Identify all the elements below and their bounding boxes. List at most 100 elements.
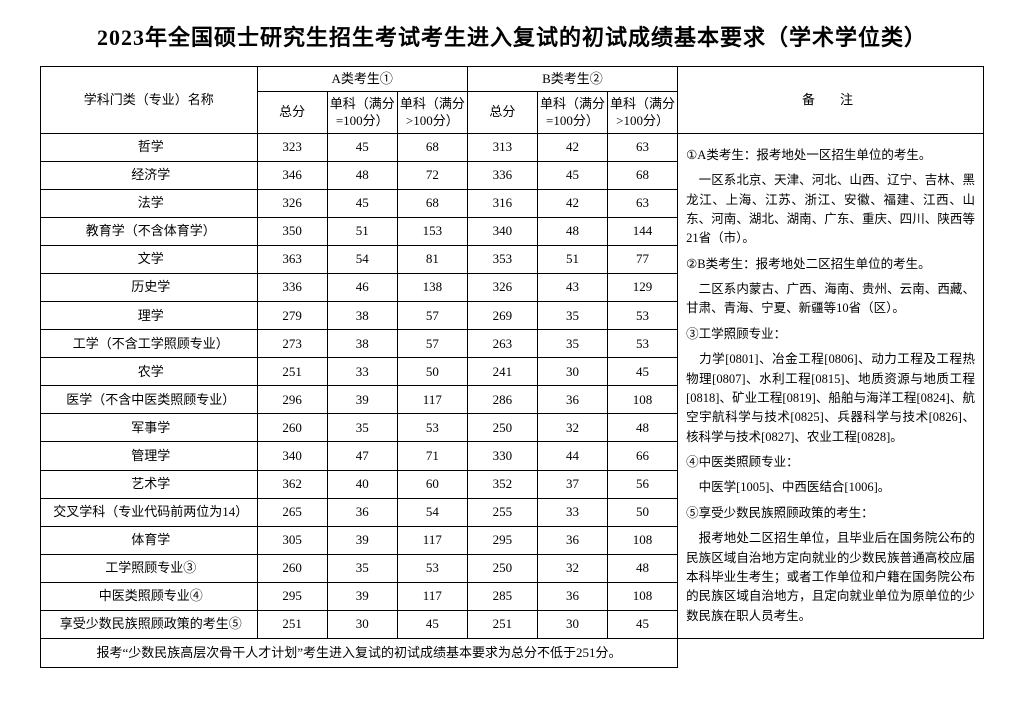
score-cell: 36 [537, 386, 607, 414]
score-cell: 36 [327, 498, 397, 526]
score-cell: 305 [257, 526, 327, 554]
score-cell: 38 [327, 330, 397, 358]
score-cell: 30 [537, 610, 607, 638]
score-cell: 295 [467, 526, 537, 554]
score-cell: 63 [608, 189, 678, 217]
subject-cell: 哲学 [41, 133, 258, 161]
subject-cell: 教育学（不含体育学） [41, 217, 258, 245]
score-cell: 265 [257, 498, 327, 526]
score-cell: 316 [467, 189, 537, 217]
hdr-b-sub100: 单科（满分=100分） [537, 92, 607, 134]
score-cell: 45 [327, 133, 397, 161]
score-cell: 260 [257, 554, 327, 582]
score-cell: 33 [537, 498, 607, 526]
score-cell: 48 [608, 414, 678, 442]
score-cell: 326 [467, 274, 537, 302]
score-cell: 42 [537, 133, 607, 161]
score-cell: 363 [257, 246, 327, 274]
subject-cell: 经济学 [41, 161, 258, 189]
score-cell: 352 [467, 470, 537, 498]
score-cell: 38 [327, 302, 397, 330]
notes-cell: ①A类考生：报考地处一区招生单位的考生。 一区系北京、天津、河北、山西、辽宁、吉… [678, 133, 984, 638]
score-cell: 35 [327, 554, 397, 582]
score-cell: 45 [608, 610, 678, 638]
score-cell: 129 [608, 274, 678, 302]
score-cell: 153 [397, 217, 467, 245]
page-title: 2023年全国硕士研究生招生考试考生进入复试的初试成绩基本要求（学术学位类） [40, 20, 984, 52]
subject-cell: 医学（不含中医类照顾专业） [41, 386, 258, 414]
score-cell: 71 [397, 442, 467, 470]
note-paragraph: ②B类考生：报考地处二区招生单位的考生。 [686, 255, 975, 274]
score-cell: 48 [327, 161, 397, 189]
subject-cell: 管理学 [41, 442, 258, 470]
footer-note: 报考“少数民族高层次骨干人才计划”考生进入复试的初试成绩基本要求为总分不低于25… [41, 639, 678, 668]
score-cell: 340 [257, 442, 327, 470]
score-cell: 68 [397, 189, 467, 217]
score-cell: 56 [608, 470, 678, 498]
subject-cell: 法学 [41, 189, 258, 217]
score-cell: 326 [257, 189, 327, 217]
score-cell: 32 [537, 554, 607, 582]
score-cell: 250 [467, 414, 537, 442]
subject-cell: 中医类照顾专业④ [41, 582, 258, 610]
score-cell: 117 [397, 582, 467, 610]
score-cell: 279 [257, 302, 327, 330]
score-cell: 45 [397, 610, 467, 638]
score-cell: 48 [608, 554, 678, 582]
score-cell: 50 [397, 358, 467, 386]
score-cell: 251 [257, 610, 327, 638]
score-cell: 45 [327, 189, 397, 217]
subject-cell: 享受少数民族照顾政策的考生⑤ [41, 610, 258, 638]
score-cell: 117 [397, 386, 467, 414]
score-cell: 53 [397, 554, 467, 582]
score-cell: 108 [608, 386, 678, 414]
subject-cell: 历史学 [41, 274, 258, 302]
score-cell: 36 [537, 582, 607, 610]
score-cell: 66 [608, 442, 678, 470]
subject-cell: 体育学 [41, 526, 258, 554]
subject-cell: 军事学 [41, 414, 258, 442]
hdr-subject: 学科门类（专业）名称 [41, 67, 258, 134]
score-cell: 32 [537, 414, 607, 442]
score-cell: 37 [537, 470, 607, 498]
score-cell: 138 [397, 274, 467, 302]
score-cell: 42 [537, 189, 607, 217]
score-cell: 47 [327, 442, 397, 470]
note-paragraph: 一区系北京、天津、河北、山西、辽宁、吉林、黑龙江、上海、江苏、浙江、安徽、福建、… [686, 171, 975, 249]
score-cell: 54 [327, 246, 397, 274]
score-cell: 35 [327, 414, 397, 442]
score-cell: 35 [537, 330, 607, 358]
score-cell: 260 [257, 414, 327, 442]
score-cell: 33 [327, 358, 397, 386]
score-cell: 44 [537, 442, 607, 470]
score-cell: 108 [608, 582, 678, 610]
score-cell: 50 [608, 498, 678, 526]
subject-cell: 文学 [41, 246, 258, 274]
score-cell: 346 [257, 161, 327, 189]
score-cell: 51 [327, 217, 397, 245]
score-cell: 39 [327, 526, 397, 554]
score-cell: 336 [467, 161, 537, 189]
note-paragraph: 中医学[1005]、中西医结合[1006]。 [686, 478, 975, 497]
score-cell: 40 [327, 470, 397, 498]
score-cell: 286 [467, 386, 537, 414]
score-cell: 68 [608, 161, 678, 189]
score-cell: 296 [257, 386, 327, 414]
score-cell: 57 [397, 330, 467, 358]
table-row: 哲学32345683134263①A类考生：报考地处一区招生单位的考生。 一区系… [41, 133, 984, 161]
subject-cell: 农学 [41, 358, 258, 386]
score-cell: 251 [257, 358, 327, 386]
score-cell: 117 [397, 526, 467, 554]
score-cell: 53 [608, 302, 678, 330]
score-cell: 39 [327, 386, 397, 414]
subject-cell: 艺术学 [41, 470, 258, 498]
score-cell: 60 [397, 470, 467, 498]
note-paragraph: ①A类考生：报考地处一区招生单位的考生。 [686, 146, 975, 165]
score-cell: 77 [608, 246, 678, 274]
score-cell: 350 [257, 217, 327, 245]
note-paragraph: 报考地处二区招生单位，且毕业后在国务院公布的民族区域自治地方定向就业的少数民族普… [686, 529, 975, 626]
score-cell: 45 [608, 358, 678, 386]
note-paragraph: 力学[0801]、冶金工程[0806]、动力工程及工程热物理[0807]、水利工… [686, 350, 975, 447]
score-cell: 30 [537, 358, 607, 386]
subject-cell: 工学照顾专业③ [41, 554, 258, 582]
